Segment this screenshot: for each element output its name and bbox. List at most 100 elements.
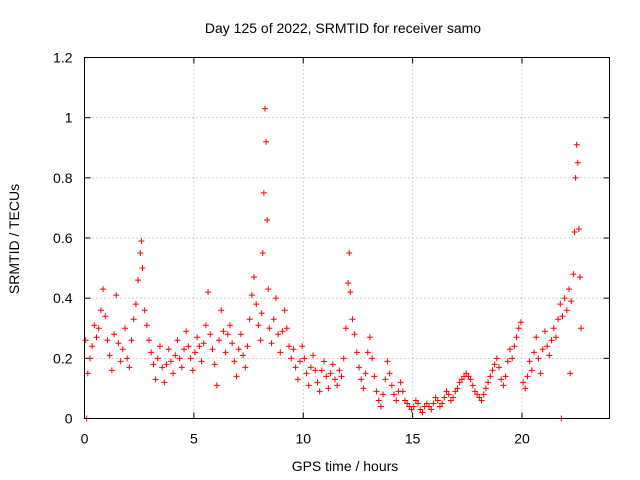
data-point [463, 370, 470, 377]
data-point [566, 286, 573, 293]
data-point [318, 367, 325, 374]
axis-ticks: 0 0.2 0.4 0.6 0.8 1 1.2 0 5 10 15 20 [53, 50, 610, 447]
data-point [283, 325, 290, 332]
data-point [496, 364, 503, 371]
data-point [366, 334, 373, 341]
data-point [465, 373, 472, 380]
data-point [106, 352, 113, 359]
data-point [305, 382, 312, 389]
data-point [404, 400, 411, 407]
data-point [358, 376, 365, 383]
data-point [531, 349, 538, 356]
data-point [279, 328, 286, 335]
data-point [198, 358, 205, 365]
data-point [439, 400, 446, 407]
data-point [412, 397, 419, 404]
data-point [209, 346, 216, 353]
data-point [263, 138, 270, 145]
data-point [113, 292, 120, 299]
data-point [248, 292, 255, 299]
data-point [541, 328, 548, 335]
data-point [434, 397, 441, 404]
data-point [235, 346, 242, 353]
data-point [419, 409, 426, 416]
data-point [576, 274, 583, 281]
data-point [428, 406, 435, 413]
data-point [382, 376, 389, 383]
data-point [571, 228, 578, 235]
data-point [189, 367, 196, 374]
data-point [161, 379, 168, 386]
data-point [575, 225, 582, 232]
data-point [346, 250, 353, 257]
data-point [264, 216, 271, 223]
data-point [443, 388, 450, 395]
data-point [485, 379, 492, 386]
data-point [493, 355, 500, 362]
data-point [563, 307, 570, 314]
data-point [89, 343, 96, 350]
data-point [506, 346, 513, 353]
data-point [377, 403, 384, 410]
data-point [325, 385, 332, 392]
data-point [478, 397, 485, 404]
data-point [397, 379, 404, 386]
data-point [183, 328, 190, 335]
data-point [500, 382, 507, 389]
data-point [268, 340, 275, 347]
data-point [258, 310, 265, 317]
data-point [138, 238, 145, 245]
data-point [423, 400, 430, 407]
data-point [336, 367, 343, 374]
data-point [102, 313, 109, 320]
data-point [119, 346, 126, 353]
data-point [360, 385, 367, 392]
data-point [244, 343, 251, 350]
data-point [544, 343, 551, 350]
data-point [200, 340, 207, 347]
x-tick-label: 5 [190, 431, 198, 447]
data-point [509, 355, 516, 362]
data-point [137, 250, 144, 257]
x-tick-label: 20 [514, 431, 530, 447]
data-point [224, 331, 231, 338]
data-point [226, 322, 233, 329]
data-point [275, 331, 282, 338]
plot-frame [84, 57, 610, 419]
data-point [432, 394, 439, 401]
data-point [95, 325, 102, 332]
data-point [97, 307, 104, 314]
data-point [561, 295, 568, 302]
data-point [213, 382, 220, 389]
data-point [548, 337, 555, 344]
data-point [334, 382, 341, 389]
data-point [415, 400, 422, 407]
data-point [568, 298, 575, 305]
data-point [399, 388, 406, 395]
data-point [351, 331, 358, 338]
data-point [513, 334, 520, 341]
data-point [447, 397, 454, 404]
x-axis-label: GPS time / hours [292, 458, 399, 474]
data-point [567, 370, 574, 377]
data-point [373, 388, 380, 395]
data-point [557, 301, 564, 308]
data-point [310, 352, 317, 359]
data-point [237, 331, 244, 338]
data-point [170, 370, 177, 377]
data-point [533, 334, 540, 341]
data-point [191, 349, 198, 356]
data-point [124, 355, 131, 362]
data-point [445, 391, 452, 398]
data-point [150, 361, 157, 368]
data-point [441, 394, 448, 401]
data-point [187, 355, 194, 362]
data-point [321, 358, 328, 365]
data-point [146, 337, 153, 344]
data-point [380, 391, 387, 398]
data-point [255, 322, 262, 329]
y-tick-label: 0.4 [53, 290, 73, 306]
data-point [299, 343, 306, 350]
data-point [126, 364, 133, 371]
data-point [436, 403, 443, 410]
